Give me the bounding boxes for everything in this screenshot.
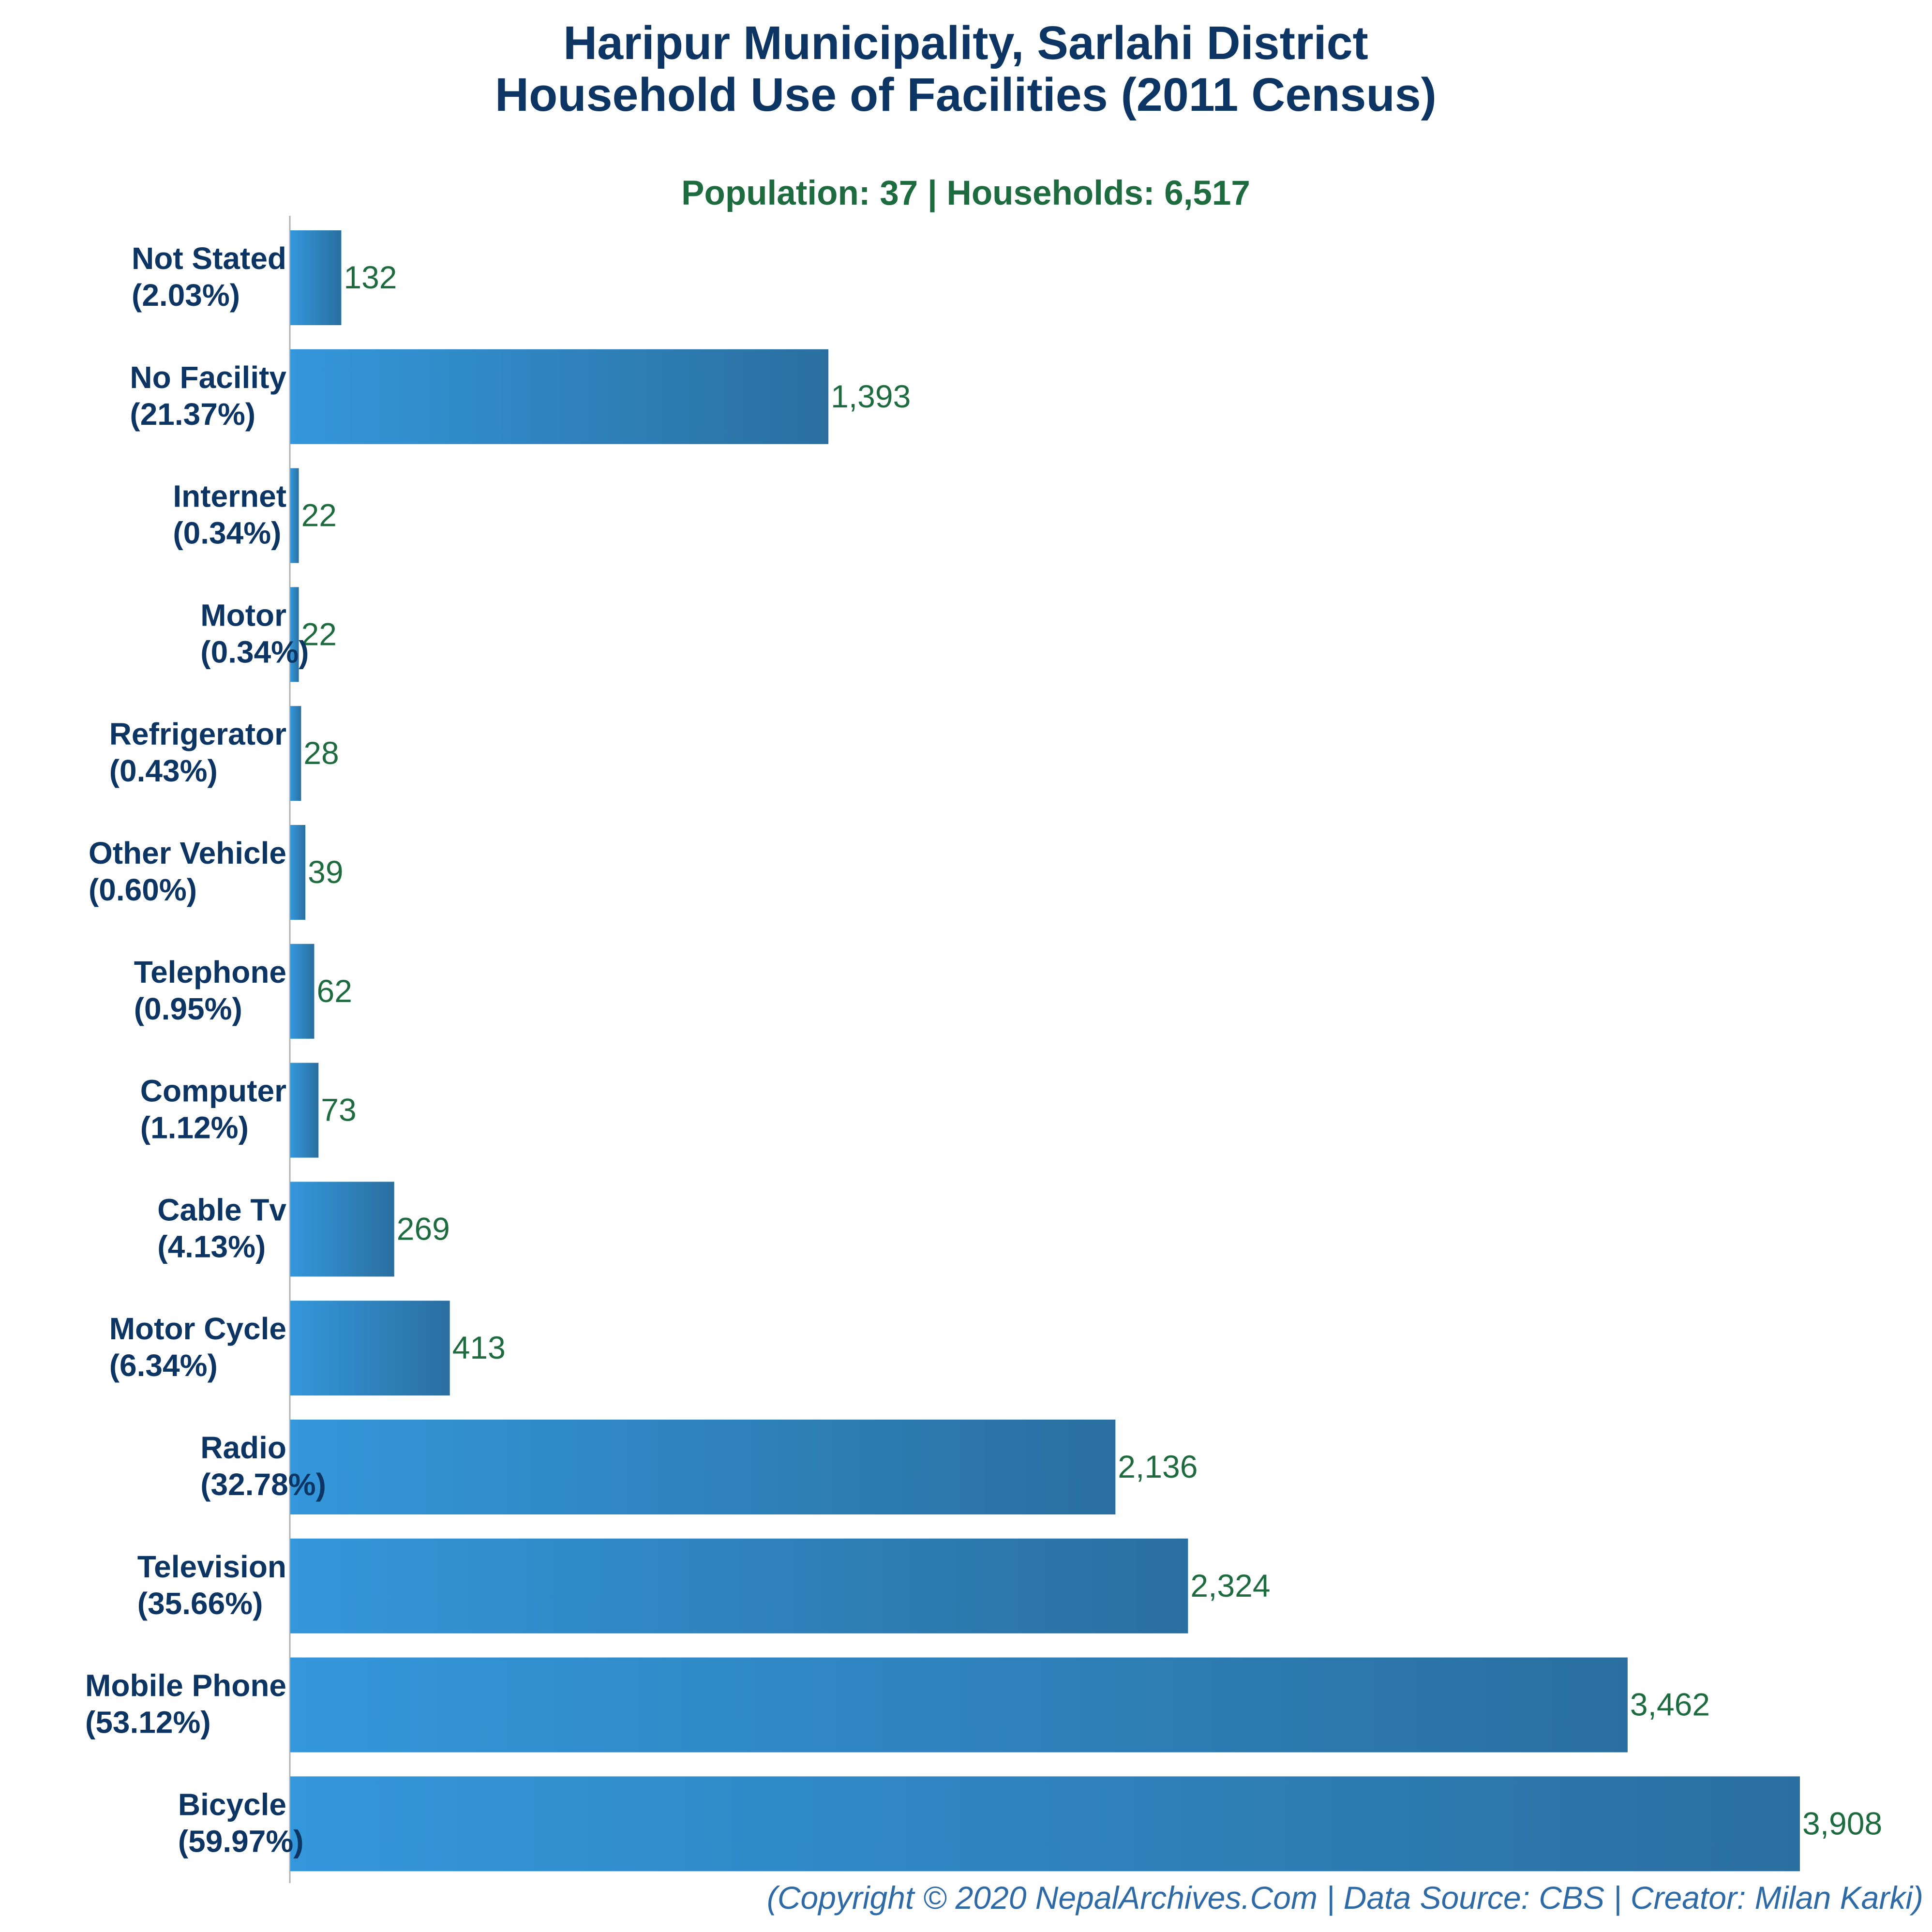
bar-internet bbox=[290, 468, 299, 563]
value-label-internet: 22 bbox=[301, 497, 337, 533]
chart-title-line-1: Haripur Municipality, Sarlahi District bbox=[563, 16, 1368, 69]
percent-label-telephone: (0.95%) bbox=[134, 991, 242, 1026]
labels-layer: 132 Not Stated(2.03%) 1,393 No Facility(21.… bbox=[85, 241, 1882, 1858]
bar-telephone bbox=[290, 944, 315, 1039]
category-label-telephone: Telephone bbox=[134, 955, 286, 989]
category-label-mobile-phone: Mobile Phone bbox=[85, 1668, 286, 1703]
bars-layer bbox=[290, 230, 1800, 1872]
percent-label-mobile-phone: (53.12%) bbox=[85, 1705, 211, 1740]
value-label-motor-cycle: 413 bbox=[452, 1330, 506, 1365]
value-label-radio: 2,136 bbox=[1118, 1449, 1198, 1484]
category-label-radio: Radio bbox=[200, 1430, 286, 1465]
value-label-computer: 73 bbox=[321, 1092, 356, 1128]
bar-other-vehicle bbox=[290, 825, 306, 920]
category-label-not-stated: Not Stated bbox=[132, 241, 286, 276]
percent-label-television: (35.66%) bbox=[137, 1586, 263, 1621]
category-label-refrigerator: Refrigerator bbox=[109, 717, 286, 751]
percent-label-computer: (1.12%) bbox=[140, 1110, 249, 1145]
category-label-bicycle: Bicycle bbox=[178, 1787, 286, 1822]
value-label-telephone: 62 bbox=[316, 973, 352, 1009]
category-label-no-facility: No Facility bbox=[130, 360, 286, 395]
value-label-motor: 22 bbox=[301, 616, 337, 652]
percent-label-bicycle: (59.97%) bbox=[178, 1824, 304, 1858]
chart-title-line-2: Household Use of Facilities (2011 Census… bbox=[495, 68, 1437, 121]
value-label-cable-tv: 269 bbox=[397, 1211, 450, 1246]
value-label-mobile-phone: 3,462 bbox=[1630, 1687, 1710, 1722]
value-label-no-facility: 1,393 bbox=[831, 378, 911, 414]
bar-motor-cycle bbox=[290, 1301, 450, 1396]
chart-subtitle: Population: 37 | Households: 6,517 bbox=[681, 174, 1250, 212]
bar-computer bbox=[290, 1063, 319, 1158]
percent-label-no-facility: (21.37%) bbox=[130, 397, 255, 432]
bar-refrigerator bbox=[290, 706, 301, 801]
percent-label-other-vehicle: (0.60%) bbox=[89, 872, 197, 907]
category-label-computer: Computer bbox=[140, 1074, 286, 1108]
category-label-cable-tv: Cable Tv bbox=[157, 1192, 286, 1227]
percent-label-motor: (0.34%) bbox=[200, 634, 309, 669]
percent-label-not-stated: (2.03%) bbox=[132, 278, 240, 313]
bar-mobile-phone bbox=[290, 1657, 1628, 1752]
footer-credit: (Copyright © 2020 NepalArchives.Com | Da… bbox=[767, 1880, 1923, 1917]
bar-motor bbox=[290, 587, 299, 682]
percent-label-radio: (32.78%) bbox=[200, 1467, 326, 1502]
bar-television bbox=[290, 1538, 1188, 1633]
bar-radio bbox=[290, 1420, 1116, 1514]
bar-cable-tv bbox=[290, 1182, 394, 1277]
category-label-television: Television bbox=[137, 1549, 286, 1584]
category-label-motor-cycle: Motor Cycle bbox=[109, 1311, 286, 1346]
bar-no-facility bbox=[290, 349, 829, 444]
category-label-other-vehicle: Other Vehicle bbox=[89, 836, 286, 870]
value-label-television: 2,324 bbox=[1190, 1568, 1270, 1603]
category-label-motor: Motor bbox=[200, 598, 286, 632]
percent-label-motor-cycle: (6.34%) bbox=[109, 1348, 218, 1383]
bar-bicycle bbox=[290, 1776, 1800, 1872]
bar-not-stated bbox=[290, 230, 342, 325]
percent-label-internet: (0.34%) bbox=[173, 516, 281, 551]
value-label-other-vehicle: 39 bbox=[308, 854, 343, 890]
value-label-refrigerator: 28 bbox=[303, 735, 339, 771]
category-label-internet: Internet bbox=[173, 479, 286, 514]
percent-label-cable-tv: (4.13%) bbox=[157, 1229, 266, 1264]
value-label-not-stated: 132 bbox=[344, 259, 397, 295]
percent-label-refrigerator: (0.43%) bbox=[109, 753, 218, 788]
value-label-bicycle: 3,908 bbox=[1802, 1805, 1882, 1841]
